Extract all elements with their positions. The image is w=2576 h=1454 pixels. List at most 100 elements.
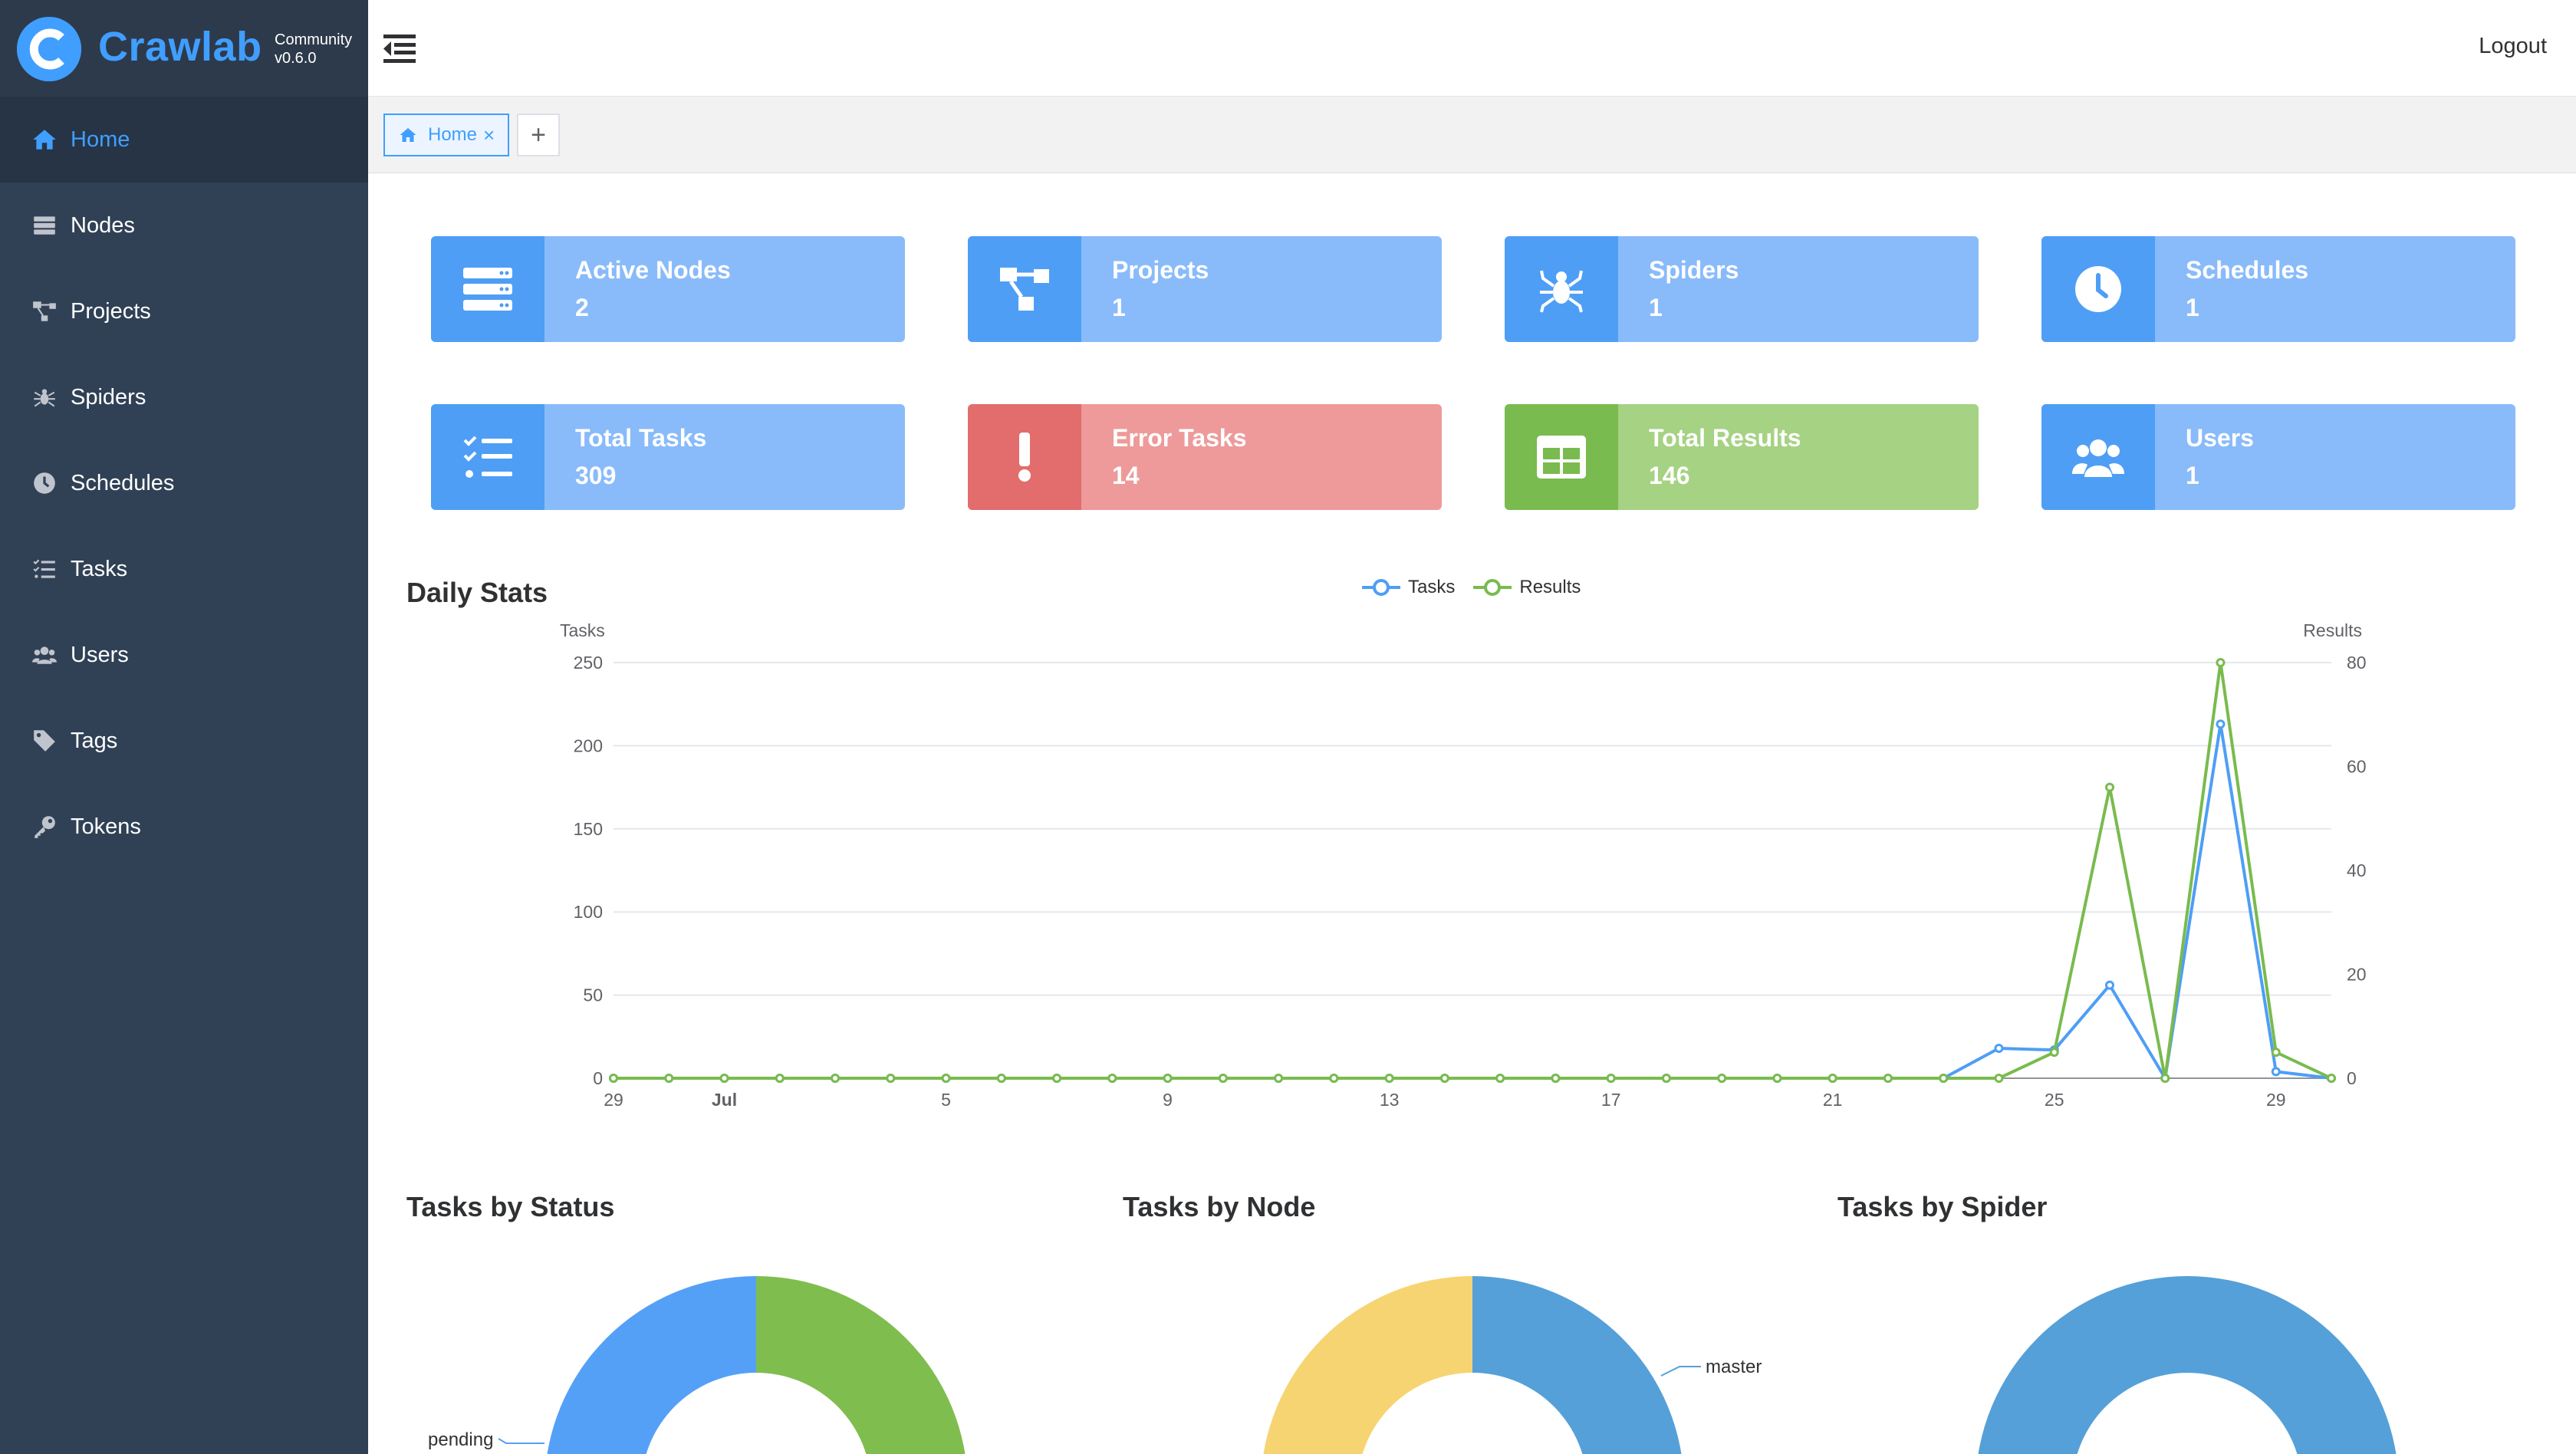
data-point-results[interactable] — [2160, 1074, 2170, 1083]
metric-card-total-results[interactable]: Total Results 146 — [1505, 404, 1979, 510]
sidebar-item-home[interactable]: Home — [0, 97, 368, 183]
donut-slice-pending[interactable] — [544, 1276, 756, 1454]
y-tick-label-right: 60 — [2347, 757, 2367, 777]
daily-stats-title: Daily Stats — [406, 577, 548, 608]
tasks-by-spider-title: Tasks by Spider — [1837, 1191, 2048, 1222]
legend-item-results[interactable]: Results — [1473, 577, 1581, 598]
metric-label: Projects — [1112, 256, 1209, 284]
data-point-results[interactable] — [1218, 1074, 1228, 1083]
donut-slice-status-2[interactable] — [756, 1276, 968, 1454]
data-point-results[interactable] — [1274, 1074, 1284, 1083]
data-point-results[interactable] — [1551, 1074, 1561, 1083]
sidebar-item-schedules[interactable]: Schedules — [0, 440, 368, 526]
donut-slice-node-2[interactable] — [1261, 1276, 1472, 1454]
app-name: Crawlab — [98, 24, 262, 70]
sidebar-item-nodes[interactable]: Nodes — [0, 183, 368, 268]
tasks-by-status-title: Tasks by Status — [406, 1191, 615, 1222]
data-point-results[interactable] — [2104, 782, 2114, 792]
sidebar-item-label: Tasks — [71, 556, 128, 581]
users-icon — [31, 641, 58, 669]
tasks-by-status-donut: pending — [428, 1276, 968, 1454]
data-point-tasks[interactable] — [2216, 719, 2226, 729]
metric-card-users[interactable]: Users 1 — [2041, 404, 2515, 510]
y-tick-label-left: 0 — [593, 1068, 603, 1088]
data-point-results[interactable] — [1994, 1074, 2004, 1083]
sidebar-item-spiders[interactable]: Spiders — [0, 354, 368, 440]
data-point-tasks[interactable] — [2271, 1067, 2281, 1077]
top-header: Logout — [368, 0, 2576, 97]
sidebar-menu: Home Nodes Projects Spiders Schedules — [0, 97, 368, 870]
sidebar-item-label: Tags — [71, 728, 118, 753]
legend-item-tasks[interactable]: Tasks — [1362, 577, 1455, 598]
data-point-results[interactable] — [775, 1074, 785, 1083]
sidebar-item-projects[interactable]: Projects — [0, 268, 368, 354]
sidebar-item-label: Home — [71, 127, 130, 152]
server-icon — [431, 236, 544, 342]
donut-slice-spider[interactable] — [1976, 1276, 2399, 1454]
metric-card-active-nodes[interactable]: Active Nodes 2 — [431, 236, 905, 342]
key-icon — [31, 813, 58, 840]
add-tab-button[interactable]: + — [517, 113, 560, 156]
logout-link[interactable]: Logout — [2479, 34, 2547, 58]
data-point-results[interactable] — [1052, 1074, 1062, 1083]
data-point-results[interactable] — [664, 1074, 674, 1083]
y-tick-label-left: 150 — [574, 819, 603, 839]
sidebar-item-tasks[interactable]: Tasks — [0, 526, 368, 612]
data-point-results[interactable] — [1495, 1074, 1505, 1083]
sidebar-item-tags[interactable]: Tags — [0, 698, 368, 784]
donut-slice-master[interactable] — [1472, 1276, 1684, 1454]
logo[interactable]: Crawlab Community v0.6.0 — [0, 0, 368, 97]
project-diagram-icon — [31, 298, 58, 325]
data-point-results[interactable] — [2049, 1048, 2059, 1058]
data-point-results[interactable] — [2271, 1048, 2281, 1058]
data-point-results[interactable] — [1606, 1074, 1616, 1083]
data-point-results[interactable] — [831, 1074, 841, 1083]
data-point-tasks[interactable] — [2104, 980, 2114, 990]
metric-value: 14 — [1112, 462, 1140, 489]
data-point-results[interactable] — [2327, 1074, 2336, 1083]
tasks-list-icon — [31, 555, 58, 583]
data-point-results[interactable] — [1939, 1074, 1949, 1083]
metric-card-error-tasks[interactable]: Error Tasks 14 — [968, 404, 1442, 510]
data-point-results[interactable] — [1439, 1074, 1449, 1083]
data-point-results[interactable] — [1661, 1074, 1671, 1083]
legend-label: Tasks — [1408, 577, 1456, 597]
data-point-results[interactable] — [2216, 658, 2226, 667]
sidebar-item-label: Users — [71, 642, 129, 667]
data-point-results[interactable] — [1883, 1074, 1893, 1083]
label-leader-line — [1660, 1366, 1701, 1377]
metric-card-spiders[interactable]: Spiders 1 — [1505, 236, 1979, 342]
sidebar-toggle-button[interactable] — [382, 31, 417, 66]
data-point-results[interactable] — [1772, 1074, 1782, 1083]
data-point-results[interactable] — [609, 1074, 618, 1083]
metric-label: Schedules — [2186, 256, 2309, 284]
data-point-results[interactable] — [1717, 1074, 1727, 1083]
data-point-results[interactable] — [996, 1074, 1006, 1083]
sidebar-item-tokens[interactable]: Tokens — [0, 784, 368, 870]
data-point-results[interactable] — [1329, 1074, 1339, 1083]
y-axis-label-left: Tasks — [560, 620, 605, 640]
close-icon[interactable]: × — [483, 123, 495, 146]
x-tick-label: 13 — [1380, 1090, 1400, 1110]
data-point-results[interactable] — [941, 1074, 951, 1083]
sidebar-item-users[interactable]: Users — [0, 612, 368, 698]
metric-card-total-tasks[interactable]: Total Tasks 309 — [431, 404, 905, 510]
metric-card-schedules[interactable]: Schedules 1 — [2041, 236, 2515, 342]
metric-label: Active Nodes — [575, 256, 731, 284]
data-point-results[interactable] — [1163, 1074, 1173, 1083]
table-icon — [1505, 404, 1618, 510]
tasks-by-node-donut: master — [1261, 1276, 1762, 1454]
y-tick-label-left: 50 — [583, 985, 603, 1005]
data-point-results[interactable] — [1828, 1074, 1837, 1083]
metric-card-projects[interactable]: Projects 1 — [968, 236, 1442, 342]
tasks-list-icon — [431, 404, 544, 510]
metric-value: 1 — [2186, 462, 2199, 489]
data-point-results[interactable] — [719, 1074, 729, 1083]
data-point-results[interactable] — [886, 1074, 896, 1083]
data-point-results[interactable] — [1107, 1074, 1117, 1083]
data-point-tasks[interactable] — [1994, 1043, 2004, 1053]
app-edition: Community v0.6.0 — [275, 31, 352, 67]
data-point-results[interactable] — [1384, 1074, 1394, 1083]
tab-home[interactable]: Home × — [383, 113, 509, 156]
metric-value: 2 — [575, 294, 589, 321]
